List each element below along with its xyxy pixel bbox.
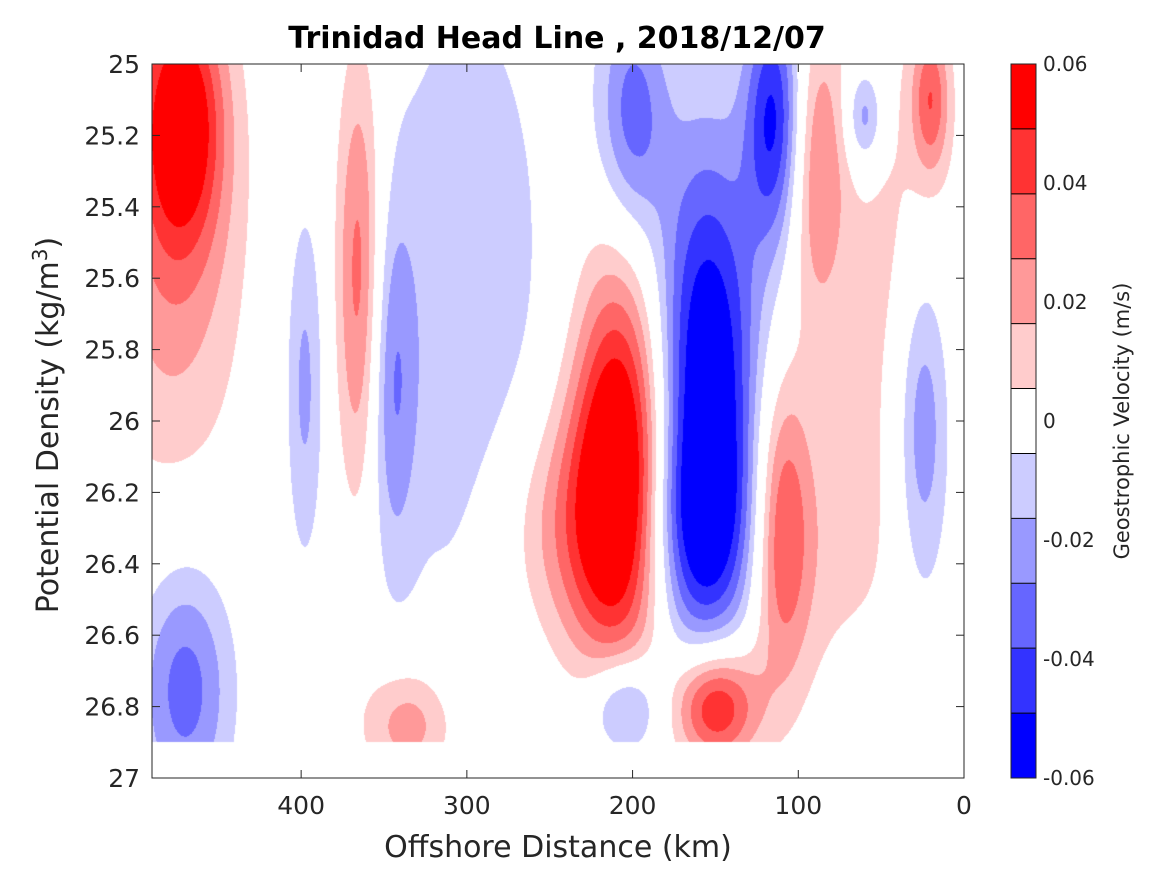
colorbar-bin (1011, 193, 1036, 260)
colorbar-tick-label: -0.02 (1043, 528, 1095, 552)
y-tick-label: 25.8 (84, 336, 140, 365)
y-tick-label: 25.2 (84, 121, 140, 150)
y-axis-label-main: Potential Density (kg/m (31, 261, 66, 613)
y-tick-label: 25.4 (84, 193, 140, 222)
y-axis-label: Potential Density (kg/m3) (28, 237, 66, 613)
y-tick-label: 25 (108, 50, 140, 79)
colorbar (1010, 63, 1037, 779)
colorbar-bin (1011, 128, 1036, 195)
colorbar-bin (1011, 64, 1036, 130)
x-tick-label: 400 (277, 791, 325, 820)
y-axis-ticks: 25 25.2 25.4 25.6 25.8 26 26.2 26.4 26.6 26.8 27 (84, 50, 964, 793)
colorbar-label: Geostrophic Velocity (m/s) (1110, 283, 1134, 560)
colorbar-bin (1011, 388, 1036, 454)
colorbar-tick-label: 0.04 (1043, 171, 1088, 195)
colorbar-tick-label: 0 (1043, 409, 1056, 433)
y-tick-label: 26 (108, 407, 140, 436)
x-tick-label: 100 (774, 791, 822, 820)
colorbar-bin (1011, 518, 1036, 584)
colorbar-bin (1011, 583, 1036, 649)
colorbar-tick-label: -0.04 (1043, 647, 1095, 671)
colorbar-bin (1011, 258, 1036, 325)
colorbar-bin (1011, 453, 1036, 519)
y-tick-label: 26.4 (84, 550, 140, 579)
x-axis-label: Offshore Distance (km) (384, 830, 732, 865)
x-tick-label: 300 (443, 791, 491, 820)
y-axis-label-close: ) (31, 237, 66, 249)
y-axis-label-superscript: 3 (28, 248, 52, 261)
chart-title: Trinidad Head Line , 2018/12/07 (288, 21, 825, 56)
y-tick-label: 26.2 (84, 478, 140, 507)
colorbar-bin (1011, 713, 1036, 779)
colorbar-frame (1010, 63, 1037, 779)
x-tick-label: 0 (956, 791, 972, 820)
plot-area (152, 64, 964, 778)
colorbar-tick-label: 0.02 (1043, 290, 1088, 314)
y-tick-label: 26.6 (84, 621, 140, 650)
colorbar-bin (1011, 323, 1036, 390)
colorbar-bin (1011, 648, 1036, 714)
y-tick-label: 25.6 (84, 264, 140, 293)
colorbar-tick-label: -0.06 (1043, 766, 1095, 790)
contour-fill (152, 64, 964, 778)
y-tick-label: 26.8 (84, 693, 140, 722)
colorbar-tick-label: 0.06 (1043, 52, 1088, 76)
x-axis-ticks: 400 300 200 100 0 (277, 64, 972, 820)
y-tick-label: 27 (108, 764, 140, 793)
x-tick-label: 200 (609, 791, 657, 820)
colorbar-ticks: 0.06 0.04 0.02 0 -0.02 -0.04 -0.06 (1043, 52, 1095, 790)
